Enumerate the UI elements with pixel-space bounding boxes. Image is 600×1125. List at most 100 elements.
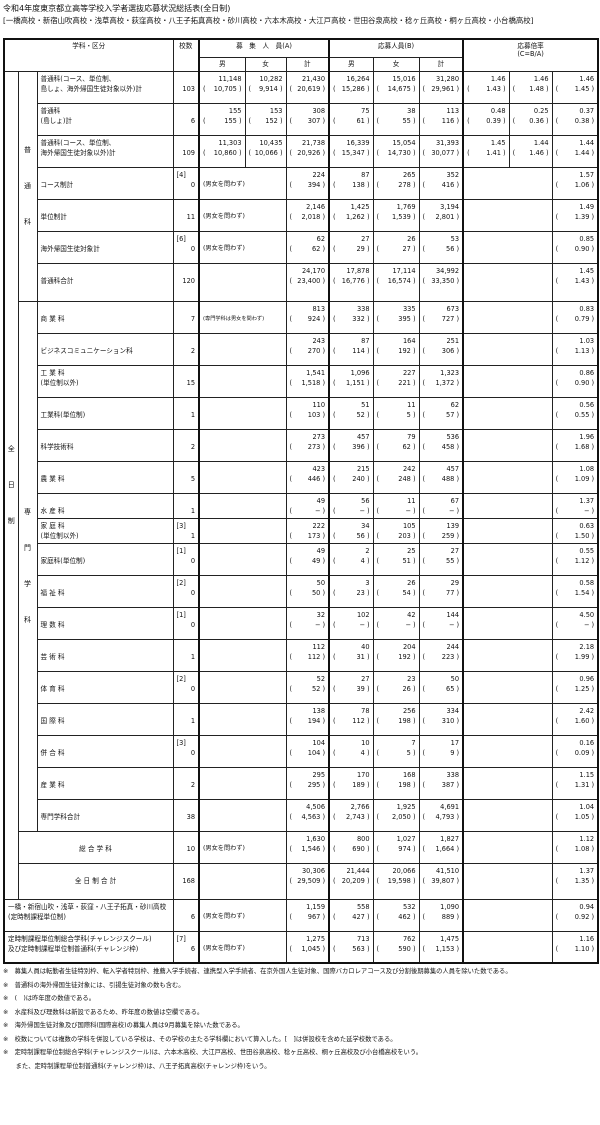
cell-line [41, 802, 170, 812]
prev-wrap: 590 ) [398, 944, 415, 954]
school-count: 1 [172, 396, 201, 430]
cell-line: 813 [290, 304, 325, 314]
cell-line: 2,146 [290, 202, 326, 212]
table-row: 普通科(コース、単位制、 海外帰国生徒対象以外)計 109 11,303(10,860… [4, 134, 599, 168]
paren: ( [333, 212, 336, 221]
cell-line [203, 368, 283, 378]
cell-line: (50 ) [290, 588, 326, 598]
recruit-note: (専門学科は男女を問わず) [198, 300, 287, 334]
apply-total: 144(− ) [418, 606, 465, 640]
cell-line: 理 数 科 [41, 620, 170, 630]
apply-male-current: 10 [361, 738, 370, 747]
cell-line: 0.58 [556, 578, 594, 588]
prev-wrap: 295 ) [308, 780, 325, 790]
recruit-note [198, 574, 287, 608]
footnotes: ※ 募集人員は転勤者生徒特別枠、転入学者特別枠、推薦入学手続者、連携型入学手続者… [3, 965, 512, 1073]
paren: ) [364, 148, 370, 157]
paren: ) [320, 780, 326, 789]
cell-line: 15,054 [377, 138, 415, 148]
paren: ( [376, 442, 380, 451]
cell-line [22, 866, 170, 876]
apply-male-previous: 427 [352, 912, 365, 921]
cell-line: (− ) [423, 620, 460, 630]
ratio-total-current: 4.50 [579, 610, 595, 619]
ratio-total-current: 1.37 [579, 496, 595, 505]
apply-total-current: 251 [446, 336, 460, 345]
apply-male: 16,264(15,286 ) [328, 70, 374, 104]
row-label-text: 水 産 科 [40, 506, 65, 515]
school-count: [4] 0 [172, 166, 201, 200]
apply-female: 762(590 ) [372, 930, 420, 964]
footnote: ※ 普通科の海外帰国生徒対象には、引揚生徒対象の数も含む。 [3, 981, 185, 989]
recruit-total-current: 50 [316, 578, 326, 587]
cell-content: 256(198 ) [374, 704, 418, 728]
page-title: 令和4年度東京都立高等学校入学者選抜応募状況総括表(全日制) [3, 4, 231, 13]
cell-line [177, 74, 196, 84]
cell-line [177, 642, 196, 652]
cell-line: (198 ) [377, 716, 416, 726]
cell-line [203, 934, 283, 944]
cell-content: 0.16(0.09 ) [553, 736, 597, 760]
apply-total-previous: 29,961 [431, 84, 455, 93]
paren: ( [376, 716, 380, 725]
school-count: [1] 0 [172, 542, 201, 576]
paren: ) [589, 531, 595, 540]
apply-male-current: 17,878 [346, 266, 370, 275]
cell-line: 総 合 学 科 [22, 844, 170, 854]
prev-wrap: 0.92 ) [575, 912, 594, 922]
cell-content: 15,016(14,675 ) [374, 72, 418, 96]
apply-male-previous: 16,776 [341, 276, 365, 285]
apply-male-previous: 61 [356, 116, 365, 125]
cell-line: 102 [333, 610, 370, 620]
apply-female-current: 20,066 [392, 866, 416, 875]
school-count-value: 0 [190, 588, 196, 597]
cell-line: (10,860 ) [203, 148, 242, 158]
recruit-total-previous: 23,400 [297, 276, 321, 285]
apply-female: 168(198 ) [372, 766, 420, 800]
prev-wrap: 967 ) [308, 912, 325, 922]
paren: ) [454, 531, 460, 540]
prev-wrap: 50 ) [312, 588, 325, 598]
paren: ( [555, 276, 559, 285]
prev-wrap: 152 ) [265, 116, 282, 126]
recruit-total-current: 21,430 [301, 74, 326, 83]
apply-total-previous: 4,793 [435, 812, 455, 821]
cell-line [41, 336, 170, 346]
prev-wrap: 49 ) [312, 556, 325, 566]
cell-content: 0.56(0.55 ) [553, 398, 597, 422]
cell-content: 457(488 ) [420, 462, 461, 486]
recruit-total-current: 112 [312, 642, 326, 651]
recruit-total: 62(62 ) [285, 230, 331, 264]
cell-line [203, 706, 283, 716]
cell-line: (278 ) [377, 180, 416, 190]
apply-female-previous: 395 [398, 314, 411, 323]
apply-male-previous: 396 [352, 442, 365, 451]
apply-female: 26(27 ) [372, 230, 420, 264]
paren: ) [410, 378, 416, 387]
cell-line [41, 642, 170, 652]
school-count: 6 [172, 102, 201, 136]
apply-total-current: 1,475 [440, 934, 460, 943]
cell-content: 49(49 ) [287, 544, 327, 568]
paren: ( [422, 116, 426, 125]
row-label-text: 専門学科合計 [40, 812, 81, 821]
school-count-content: 38 [174, 800, 197, 824]
paren: ) [277, 116, 283, 125]
recruit-total-current: 2,146 [306, 202, 326, 211]
paren: ) [589, 84, 595, 93]
apply-female: 1,769(1,539 ) [372, 198, 420, 232]
ratio-total-current: 1.37 [579, 866, 595, 875]
apply-female: 42(− ) [372, 606, 420, 640]
ratio-total-previous: 1.31 [574, 780, 590, 789]
cell-line: 21,738 [290, 138, 325, 148]
school-count: 168 [172, 862, 201, 900]
school-count-value: 1 [190, 716, 196, 725]
paren: ( [422, 148, 426, 157]
school-count-content: 7 [174, 302, 197, 326]
recruit-note: (男女を問わず) [198, 830, 287, 864]
prev-wrap: 1.54 ) [575, 588, 594, 598]
row-label-text: 普通科(コース、単位制、 [40, 74, 116, 83]
note-content [200, 800, 285, 824]
paren: ( [422, 346, 426, 355]
cell-line: (194 ) [290, 716, 326, 726]
